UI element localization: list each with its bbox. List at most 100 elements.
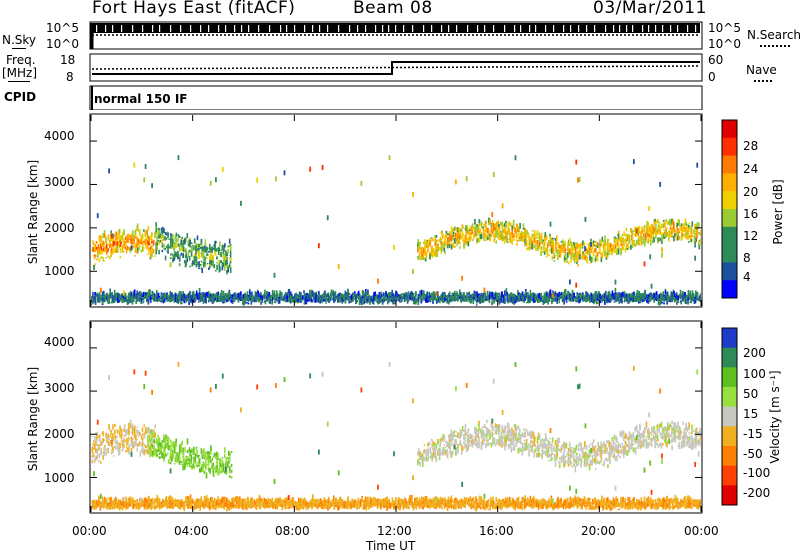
power-cell [604,297,606,303]
power-cell [126,234,129,240]
power-cell [156,242,158,247]
power-cell [264,294,267,299]
power-cell [167,252,169,254]
power-cell [191,246,193,252]
power-cell [591,241,594,246]
power-cell [274,297,277,303]
power-cell [440,249,443,254]
power-cell [177,251,179,257]
power-cell [626,296,628,300]
power-cell [602,240,605,243]
power-cell [507,299,509,302]
power-cell [335,295,338,300]
power-cell [560,241,563,243]
power-cell [103,242,105,246]
power-cell [621,298,623,303]
power-cell [696,234,698,239]
power-cell [474,293,477,296]
power-cell [477,227,480,230]
power-cell [419,251,421,254]
power-cell [201,268,203,274]
power-cell [204,256,206,261]
power-cell [646,231,648,237]
power-cell [459,296,461,298]
power-cell [471,223,474,228]
power-cell [530,293,533,297]
power-cell [216,247,218,252]
power-cell [679,227,681,229]
power-cell [471,239,474,242]
power-cell [139,295,142,301]
power-cell [687,234,689,241]
power-cell [547,293,549,299]
power-cell [181,298,183,300]
power-cell [506,292,509,296]
power-cell [543,241,546,247]
power-cell [535,233,537,239]
power-cell [504,290,506,297]
power-cell [352,292,354,298]
power-cell [139,245,141,248]
power-cell [169,290,171,296]
power-cell [540,232,543,237]
power-cell [232,297,235,302]
power-cell [97,248,100,252]
power-cell [448,231,451,236]
power-cell [567,241,569,246]
power-cell [598,291,600,296]
power-cell [114,247,116,250]
power-cell [187,243,190,247]
power-cell [394,302,397,305]
power-cell [546,242,549,245]
power-cell [575,297,577,299]
power-cell [340,293,342,299]
power-cell [511,225,513,230]
power-cell [583,296,585,301]
power-cell [181,296,183,300]
power-cell [594,291,597,297]
power-cell [567,294,570,298]
power-cell [240,291,242,298]
power-cell [551,248,553,254]
power-cell [483,225,486,228]
power-cell [605,251,608,258]
power-cell [474,218,476,225]
power-cell [421,251,423,254]
power-cell [538,232,541,236]
power-cell [643,224,646,229]
power-cell [211,294,214,299]
power-cell [587,294,590,296]
power-cell [112,250,115,252]
power-cell [365,298,367,303]
power-cell [480,301,483,304]
power-cell [604,294,606,299]
power-cell [245,301,248,304]
power-cell [517,299,519,301]
power-cell [447,237,449,243]
power-cell [195,256,198,263]
power-cell [185,249,188,253]
power-cell [389,298,392,301]
power-cell [479,228,481,235]
power-cell [655,227,657,230]
power-cell [98,291,101,297]
power-cell [449,233,451,240]
power-cell [515,236,518,240]
power-cell [507,301,509,304]
power-cell [191,245,193,249]
power-cell [133,238,135,245]
power-cell [427,245,429,252]
power-cell [419,242,421,245]
power-cell [128,292,131,297]
power-cell [605,300,607,304]
power-cell [513,303,515,305]
power-cell [562,245,565,252]
power-cell [184,259,186,264]
power-cell [596,241,599,248]
power-cell [657,303,660,305]
power-cell [116,293,118,297]
power-cell [179,254,181,258]
power-cell [613,246,616,249]
power-cell [164,248,166,251]
power-cell [650,240,652,246]
